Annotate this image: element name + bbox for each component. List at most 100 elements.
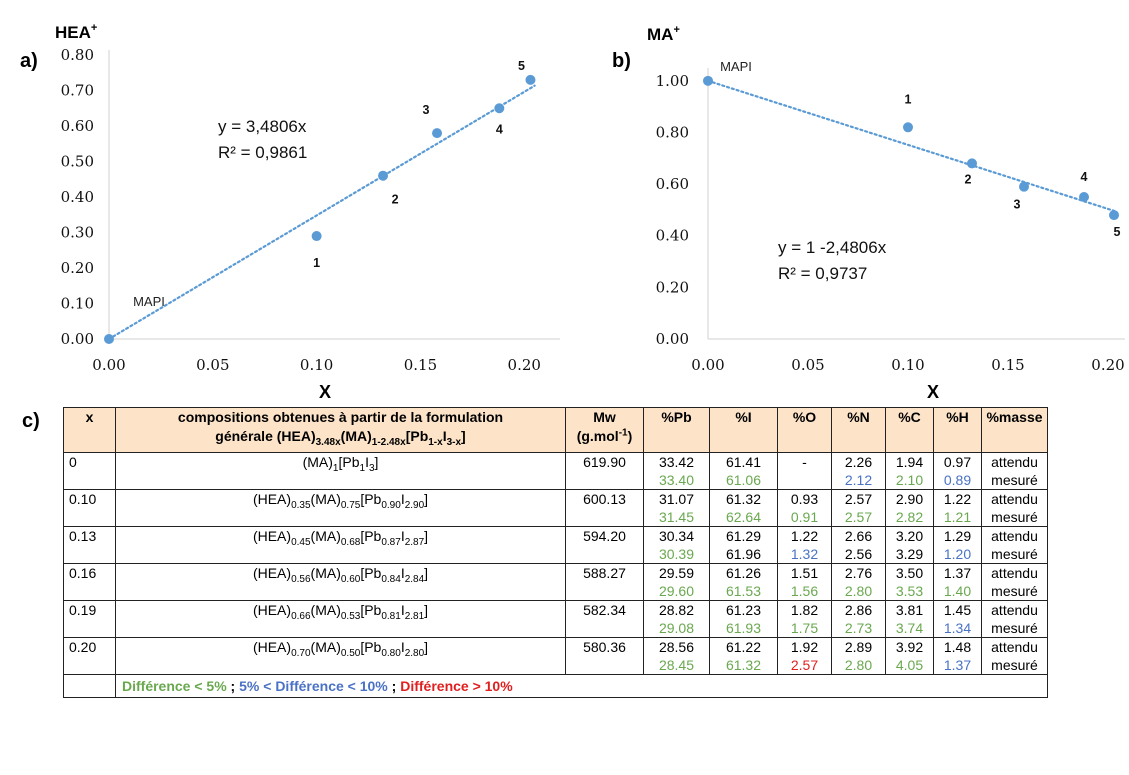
cell-h: 1.22 1.21: [933, 489, 982, 527]
x-tick-label: 0.20: [1091, 356, 1124, 374]
cell-h: 1.29 1.20: [933, 526, 982, 564]
header-composition: compositions obtenues à partir de la for…: [115, 407, 566, 453]
x-axis-title: X: [319, 382, 331, 402]
header-i: %I: [709, 407, 778, 453]
x-tick-label: 0.00: [691, 356, 724, 374]
cell-h: 1.45 1.34: [933, 600, 982, 638]
x-tick-label: 0.15: [404, 356, 437, 374]
cell-c: 3.50 3.53: [885, 563, 934, 601]
cell-n: 2.89 2.80: [831, 637, 886, 675]
cell-n: 2.57 2.57: [831, 489, 886, 527]
chart-a-hea: 0.00 0.10 0.20 0.30 0.40 0.50 0.60 0.70 0.80 0.00…: [20, 22, 560, 402]
table-header-row: x compositions obtenues à partir de la f…: [63, 407, 1048, 453]
y-tick-label: 0.70: [61, 82, 94, 100]
x-tick-label: 0.00: [92, 356, 125, 374]
data-point: [1079, 192, 1089, 202]
cell-c: 3.92 4.05: [885, 637, 934, 675]
chart-b-ma: 0.00 0.20 0.40 0.60 0.80 1.00 0.00 0.05 0.10 0.15…: [612, 24, 1125, 402]
point-label: MAPI: [133, 294, 165, 309]
cell-n: 2.66 2.56: [831, 526, 886, 564]
cell-c: 3.20 3.29: [885, 526, 934, 564]
cell-h: 0.97 0.89: [933, 452, 982, 490]
panel-label-c: c): [22, 410, 40, 432]
cell-x: 0.13: [63, 526, 116, 564]
point-label: 4: [1081, 170, 1088, 184]
point-label: MAPI: [720, 59, 752, 74]
cell-composition: (HEA)0.66(MA)0.53[Pb0.81I2.81]: [115, 600, 566, 638]
difference-legend: Différence < 5% ; 5% < Différence < 10% …: [115, 674, 1048, 698]
cell-pb: 31.07 31.45: [643, 489, 710, 527]
data-point: [1109, 210, 1119, 221]
y-tick-label: 0.60: [61, 117, 94, 135]
cell-o: 0.93 0.91: [777, 489, 832, 527]
trendline-equation: y = 3,4806x: [218, 117, 307, 136]
point-label: 1: [313, 256, 320, 270]
header-n: %N: [831, 407, 886, 453]
trendline-equation: y = 1 -2,4806x: [778, 238, 887, 257]
legend-green: Différence < 5%: [122, 678, 227, 694]
point-label: 1: [905, 92, 912, 106]
cell-x: 0: [63, 452, 116, 490]
cell-pb: 29.59 29.60: [643, 563, 710, 601]
cell-pb: 33.42 33.40: [643, 452, 710, 490]
data-point: [494, 103, 505, 114]
data-point: [378, 170, 389, 181]
cell-h: 1.48 1.37: [933, 637, 982, 675]
header-pb: %Pb: [643, 407, 710, 453]
table-row: 0.10 (HEA)0.35(MA)0.75[Pb0.90I2.90] 600.13…: [63, 489, 1048, 527]
trendline: [107, 84, 536, 341]
legend-row: Différence < 5% ; 5% < Différence < 10% …: [63, 674, 1048, 698]
point-label: 2: [965, 172, 972, 186]
composition-table: x compositions obtenues à partir de la f…: [63, 407, 1048, 698]
table-row: 0.19 (HEA)0.66(MA)0.53[Pb0.81I2.81] 582.34…: [63, 600, 1048, 638]
cell-o: 1.92 2.57: [777, 637, 832, 675]
data-point: [703, 75, 713, 86]
y-tick-label: 0.80: [656, 123, 689, 141]
cell-i: 61.41 61.06: [709, 452, 778, 490]
header-x: x: [63, 407, 116, 453]
y-tick-label: 0.60: [656, 175, 689, 193]
header-h: %H: [933, 407, 982, 453]
cell-composition: (HEA)0.56(MA)0.60[Pb0.84I2.84]: [115, 563, 566, 601]
y-tick-label: 0.80: [61, 46, 94, 64]
cell-masse: attendu mesuré: [981, 637, 1048, 675]
cell-h: 1.37 1.40: [933, 563, 982, 601]
y-tick-label: 0.10: [61, 295, 94, 313]
r-squared: R² = 0,9861: [218, 143, 307, 162]
cell-masse: attendu mesuré: [981, 489, 1048, 527]
panel-label: b): [612, 50, 631, 72]
y-tick-label: 0.20: [61, 259, 94, 277]
point-label: 3: [423, 103, 430, 117]
cell-mw: 594.20: [565, 526, 644, 564]
table-row: 0.16 (HEA)0.56(MA)0.60[Pb0.84I2.84] 588.27…: [63, 563, 1048, 601]
cell-masse: attendu mesuré: [981, 563, 1048, 601]
cell-x: 0.19: [63, 600, 116, 638]
data-point: [525, 74, 536, 85]
cell-pb: 28.56 28.45: [643, 637, 710, 675]
table-row: 0.13 (HEA)0.45(MA)0.68[Pb0.87I2.87] 594.20…: [63, 526, 1048, 564]
cell-mw: 619.90: [565, 452, 644, 490]
legend-red: Différence > 10%: [400, 678, 513, 694]
data-point: [311, 231, 322, 242]
cell-mw: 580.36: [565, 637, 644, 675]
x-tick-label: 0.10: [891, 356, 924, 374]
x-tick-label: 0.05: [791, 356, 824, 374]
y-tick-label: 0.20: [656, 278, 689, 296]
table-row: 0.20 (HEA)0.70(MA)0.50[Pb0.80I2.80] 580.36…: [63, 637, 1048, 675]
cell-masse: attendu mesuré: [981, 600, 1048, 638]
cell-i: 61.23 61.93: [709, 600, 778, 638]
trendline: [706, 79, 1116, 212]
header-mw: Mw (g.mol-1): [565, 407, 644, 453]
table-row: 0 (MA)1[Pb1I3] 619.90 33.42 33.40 61.41 61.06-…: [63, 452, 1048, 490]
data-point: [967, 158, 977, 169]
y-axis-title: HEA+: [55, 22, 97, 42]
data-point: [903, 122, 913, 133]
cell-pb: 30.34 30.39: [643, 526, 710, 564]
point-label: 5: [518, 59, 525, 73]
r-squared: R² = 0,9737: [778, 264, 867, 283]
cell-n: 2.26 2.12: [831, 452, 886, 490]
cell-o: 1.22 1.32: [777, 526, 832, 564]
cell-composition: (HEA)0.70(MA)0.50[Pb0.80I2.80]: [115, 637, 566, 675]
cell-n: 2.76 2.80: [831, 563, 886, 601]
x-tick-label: 0.05: [196, 356, 229, 374]
